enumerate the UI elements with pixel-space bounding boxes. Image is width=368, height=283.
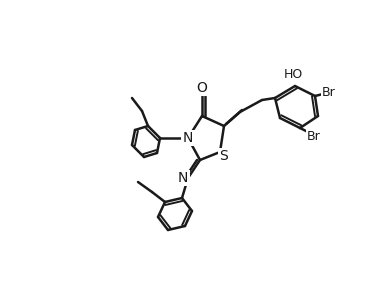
Text: N: N	[183, 131, 193, 145]
Text: Br: Br	[322, 85, 336, 98]
Text: Br: Br	[307, 130, 321, 143]
Text: S: S	[220, 149, 229, 163]
Text: O: O	[197, 81, 208, 95]
Text: N: N	[178, 171, 188, 185]
Text: HO: HO	[283, 68, 302, 82]
